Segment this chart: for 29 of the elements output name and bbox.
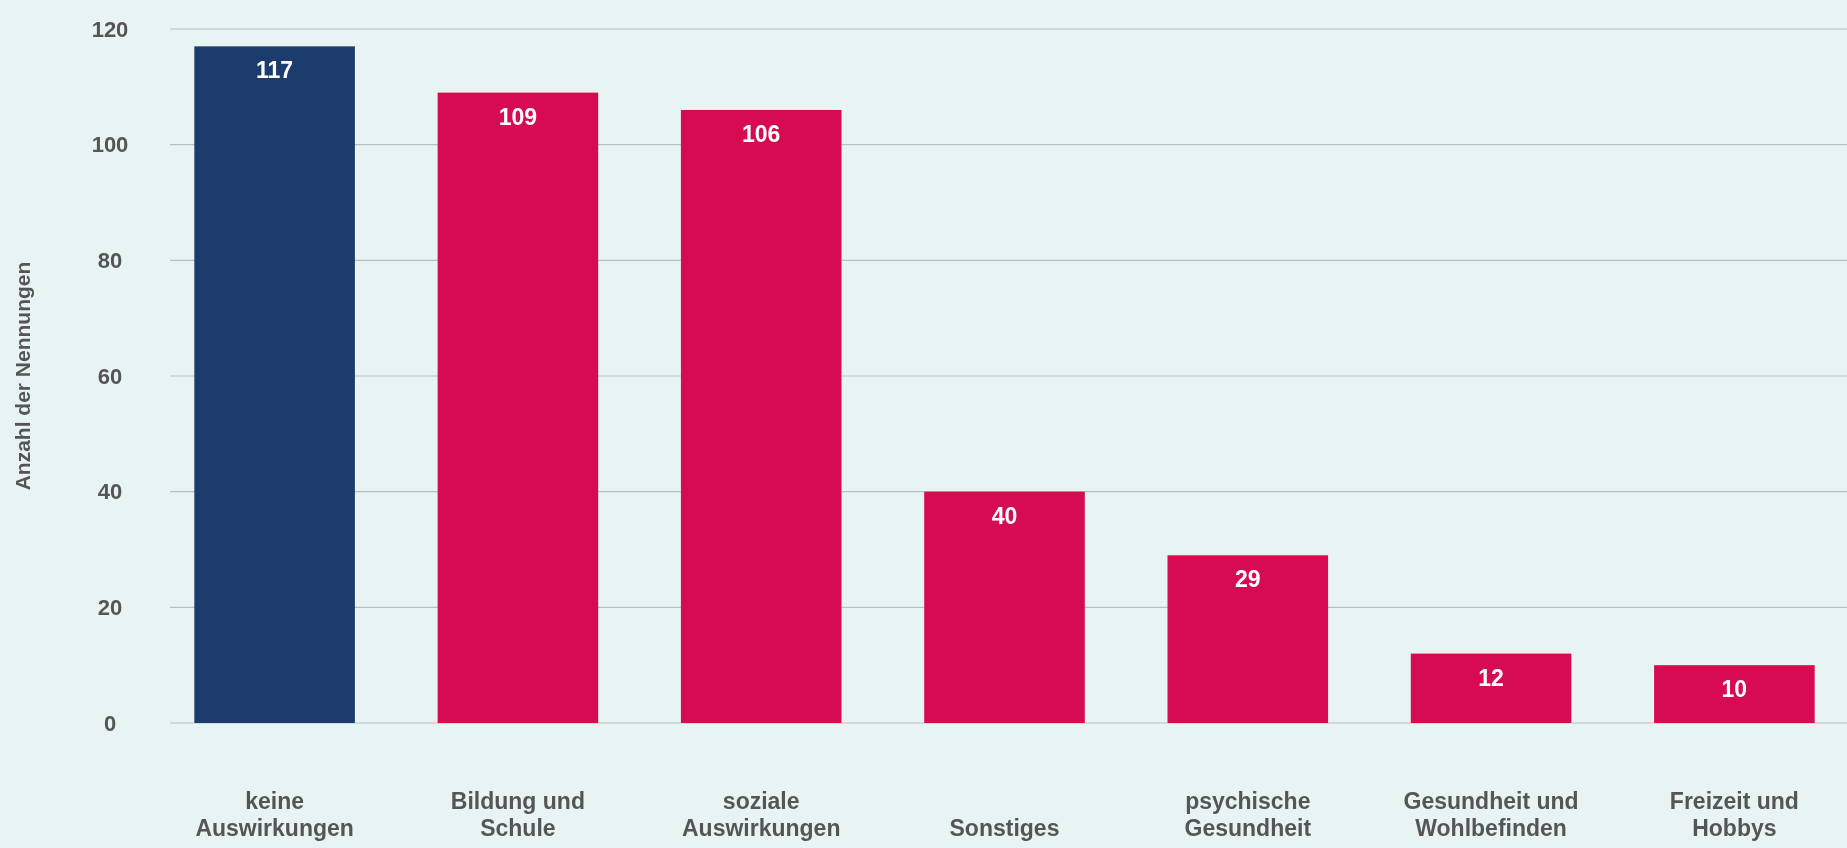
data-label: 10 <box>1721 676 1748 703</box>
x-tick-label: Bildung und Schule <box>450 788 585 841</box>
bar <box>1410 653 1572 723</box>
y-tick-label: 40 <box>97 479 123 505</box>
data-label: 12 <box>1478 664 1504 691</box>
data-label: 29 <box>1235 566 1261 593</box>
y-tick-label: 60 <box>97 363 123 389</box>
x-tick-label: soziale Auswirkungen <box>681 788 841 841</box>
y-tick-label: 20 <box>97 595 123 621</box>
data-label: 117 <box>256 57 294 84</box>
bar <box>1654 665 1815 723</box>
y-tick-label: 120 <box>91 16 129 42</box>
data-label: 40 <box>991 502 1018 529</box>
x-tick-label: Gesundheit und Wohlbefinden <box>1403 788 1579 841</box>
y-tick-label: 100 <box>91 132 129 158</box>
y-axis-title: Anzahl der Nennungen <box>11 261 34 491</box>
y-tick-label: 80 <box>97 248 123 274</box>
bar <box>437 92 599 723</box>
x-tick-label: keine Auswirkungen <box>195 788 354 841</box>
data-label: 106 <box>742 120 781 147</box>
bar <box>194 46 355 723</box>
x-tick-label: Freizeit und Hobbys <box>1669 788 1799 841</box>
y-tick-label: 0 <box>103 710 117 736</box>
bar <box>924 491 1085 723</box>
data-label: 109 <box>498 103 538 130</box>
bar <box>1167 555 1329 723</box>
x-tick-label: Sonstiges <box>949 815 1060 841</box>
x-tick-label: psychische Gesundheit <box>1184 788 1312 841</box>
bar <box>680 109 842 723</box>
